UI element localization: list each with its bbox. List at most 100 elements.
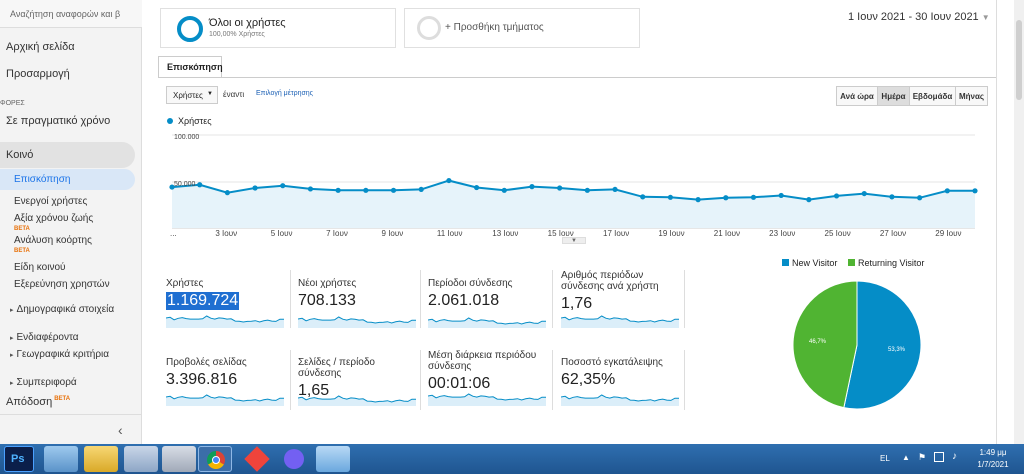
data-point[interactable] (529, 184, 535, 190)
choose-metric-link[interactable]: Επιλογή μέτρησης (256, 90, 314, 97)
photoshop-icon[interactable]: Ps (4, 446, 34, 472)
clock-date[interactable]: 1/7/2021 (977, 460, 1009, 469)
kpi-card[interactable]: Αριθμός περιόδων σύνδεσης ανά χρήστη 1,76 (561, 270, 681, 313)
sidebar-item-overview[interactable]: Επισκόπηση (14, 174, 71, 185)
data-point[interactable] (889, 194, 895, 200)
data-point[interactable] (806, 197, 812, 203)
pie-slice[interactable] (843, 280, 922, 410)
documents-icon[interactable] (44, 446, 78, 472)
sidebar-item-interests[interactable]: ▸ Ενδιαφέροντα (10, 332, 79, 343)
sidebar-item-realtime[interactable]: Σε πραγματικό χρόνο (6, 115, 111, 127)
data-point[interactable] (224, 190, 230, 196)
sidebar-item-active-users[interactable]: Ενεργοί χρήστες (14, 196, 88, 207)
data-point[interactable] (363, 187, 369, 193)
data-point[interactable] (723, 195, 729, 201)
y-tick-label: 50.000 (174, 181, 196, 188)
date-range-picker[interactable]: 1 Ιουν 2021 - 30 Ιουν 2021 ▼ (848, 11, 990, 23)
sidebar-item-user-explorer[interactable]: Εξερεύνηση χρηστών (14, 279, 110, 290)
x-tick-label: ... (170, 229, 177, 238)
sidebar-item-label: Δημογραφικά στοιχεία (16, 304, 115, 315)
data-point[interactable] (390, 187, 397, 193)
paint-icon[interactable] (124, 446, 158, 472)
period-week-button[interactable]: Εβδομάδα (909, 86, 956, 106)
kpi-card[interactable]: Νέοι χρήστες 708.133 (298, 278, 418, 310)
x-tick-label: 13 Ιουν (492, 229, 519, 238)
sidebar-item-lifetime-value[interactable]: Αξία χρόνου ζωής BETA (14, 214, 93, 234)
beta-badge: BETA (14, 248, 30, 254)
network-icon[interactable] (934, 452, 944, 462)
kpi-card[interactable]: Προβολές σελίδας 3.396.816 (166, 357, 286, 389)
data-point[interactable] (446, 177, 452, 184)
kpi-sparkline (166, 315, 284, 328)
add-segment-button[interactable]: + Προσθήκη τμήματος (404, 8, 640, 48)
data-point[interactable] (501, 187, 507, 193)
sidebar-item-geo[interactable]: ▸ Γεωγραφικά κριτήρια (10, 349, 120, 361)
scrollbar[interactable] (1014, 0, 1024, 444)
data-point[interactable] (695, 197, 701, 203)
window-app-icon[interactable] (316, 446, 350, 472)
clock-time[interactable]: 1:49 μμ (979, 448, 1007, 457)
snipping-tool-icon[interactable] (162, 446, 196, 472)
sidebar-item-attribution[interactable]: Απόδοση BETA (6, 396, 70, 408)
data-point[interactable] (778, 192, 784, 199)
kpi-label: Σελίδες / περίοδο σύνδεσης (298, 357, 375, 379)
flag-icon[interactable]: ⚑ (918, 452, 927, 462)
data-point[interactable] (169, 184, 175, 190)
data-point[interactable] (557, 185, 563, 191)
data-point[interactable] (861, 190, 867, 197)
sidebar-item-cohort[interactable]: Ανάλυση κοόρτης BETA (14, 236, 92, 256)
scrollbar-thumb[interactable] (1016, 20, 1022, 100)
kpi-card[interactable]: Μέση διάρκεια περιόδου σύνδεσης 00:01:06 (428, 350, 548, 393)
segment-all-users[interactable]: Όλοι οι χρήστες 100,00% Χρήστες (160, 8, 396, 48)
volume-icon[interactable]: ♪ (952, 451, 957, 462)
data-point[interactable] (833, 193, 840, 199)
visitor-pie-chart: 53,3% 46,7% (792, 280, 922, 410)
data-point[interactable] (750, 194, 757, 200)
kpi-card[interactable]: Περίοδοι σύνδεσης 2.061.018 (428, 278, 548, 310)
kpi-card[interactable]: Ποσοστό εγκατάλειψης 62,35% (561, 357, 681, 389)
data-point[interactable] (280, 183, 286, 189)
sparkline-line (428, 317, 546, 325)
kpi-card[interactable]: Σελίδες / περίοδο σύνδεσης 1,65 (298, 357, 418, 400)
metric-select[interactable]: Χρήστες ▼ (166, 86, 218, 104)
data-point[interactable] (197, 182, 203, 188)
sparkline-area (428, 394, 546, 406)
data-point[interactable] (640, 194, 646, 200)
sidebar-item-audience[interactable]: Κοινό (6, 149, 34, 161)
chart-resize-handle[interactable]: ▼ (562, 237, 586, 244)
data-point[interactable] (418, 186, 424, 193)
sidebar-item-home[interactable]: Αρχική σελίδα (6, 41, 75, 53)
divider (290, 270, 291, 328)
data-point[interactable] (667, 194, 674, 200)
data-point[interactable] (307, 186, 314, 192)
anydesk-icon[interactable] (240, 446, 274, 472)
period-month-button[interactable]: Μήνας (955, 86, 988, 106)
x-tick-label: 23 Ιουν (769, 229, 796, 238)
data-point[interactable] (335, 187, 341, 193)
period-day-button[interactable]: Ημέρα (877, 86, 910, 106)
language-indicator[interactable]: EL (880, 454, 890, 463)
kpi-card[interactable]: Χρήστες 1.169.724 (166, 278, 286, 310)
x-tick-label: 29 Ιουν (935, 229, 962, 238)
data-point[interactable] (252, 185, 258, 191)
sparkline-line (428, 393, 546, 401)
data-point[interactable] (473, 184, 480, 191)
data-point[interactable] (944, 188, 950, 194)
data-point[interactable] (612, 186, 618, 193)
sidebar-item-behavior[interactable]: ▸ Συμπεριφορά (10, 377, 77, 388)
sidebar-item-audiences[interactable]: Είδη κοινού (14, 262, 66, 273)
pie-slice[interactable] (792, 280, 858, 409)
sidebar-item-demographics[interactable]: ▸ Δημογραφικά στοιχεία (10, 304, 125, 316)
data-point[interactable] (917, 195, 923, 201)
data-point[interactable] (972, 188, 978, 194)
tab-overview[interactable]: Επισκόπηση (158, 56, 223, 78)
file-explorer-icon[interactable] (84, 446, 118, 472)
data-point[interactable] (584, 187, 590, 193)
period-hourly-button[interactable]: Ανά ώρα (836, 86, 878, 106)
report-search-input[interactable]: Αναζήτηση αναφορών και β (0, 0, 142, 28)
viber-icon[interactable] (276, 446, 310, 472)
sidebar-item-customization[interactable]: Προσαρμογή (6, 68, 70, 80)
show-hidden-icons-icon[interactable]: ▲ (902, 453, 910, 462)
collapse-sidebar-icon[interactable]: ‹ (118, 422, 123, 438)
chrome-icon[interactable] (198, 446, 232, 472)
